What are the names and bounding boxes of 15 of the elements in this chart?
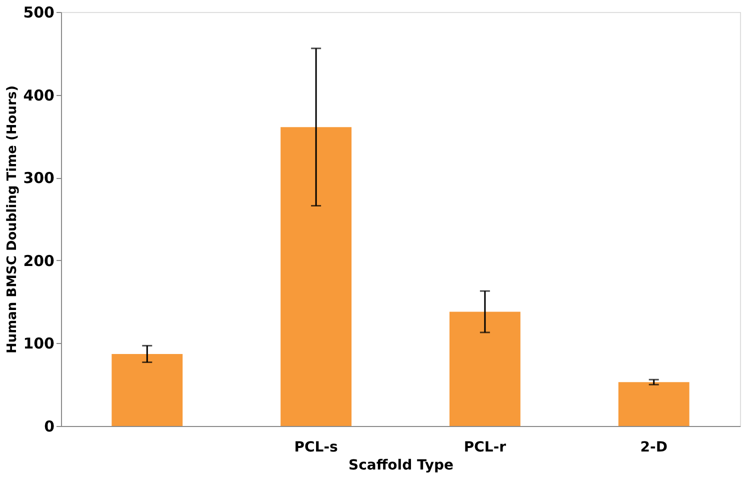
x-tick-label: PCL-s [294,440,338,456]
y-tick-label: 0 [44,418,54,436]
x-tick-label: 2-D [640,440,668,456]
y-tick-label: 500 [23,4,54,22]
x-tick-label: PCL-r [464,440,506,456]
bar [280,127,352,426]
y-axis-title: Human BMSC Doubling Time (Hours) [5,85,20,354]
y-tick-label: 300 [23,169,54,188]
y-tick-label: 100 [23,334,54,353]
x-axis-title: Scaffold Type [348,458,454,474]
bar [112,354,183,426]
y-tick-label: 200 [23,252,54,270]
bar [618,382,690,426]
y-tick-label: 400 [23,86,54,104]
bar [449,312,520,426]
